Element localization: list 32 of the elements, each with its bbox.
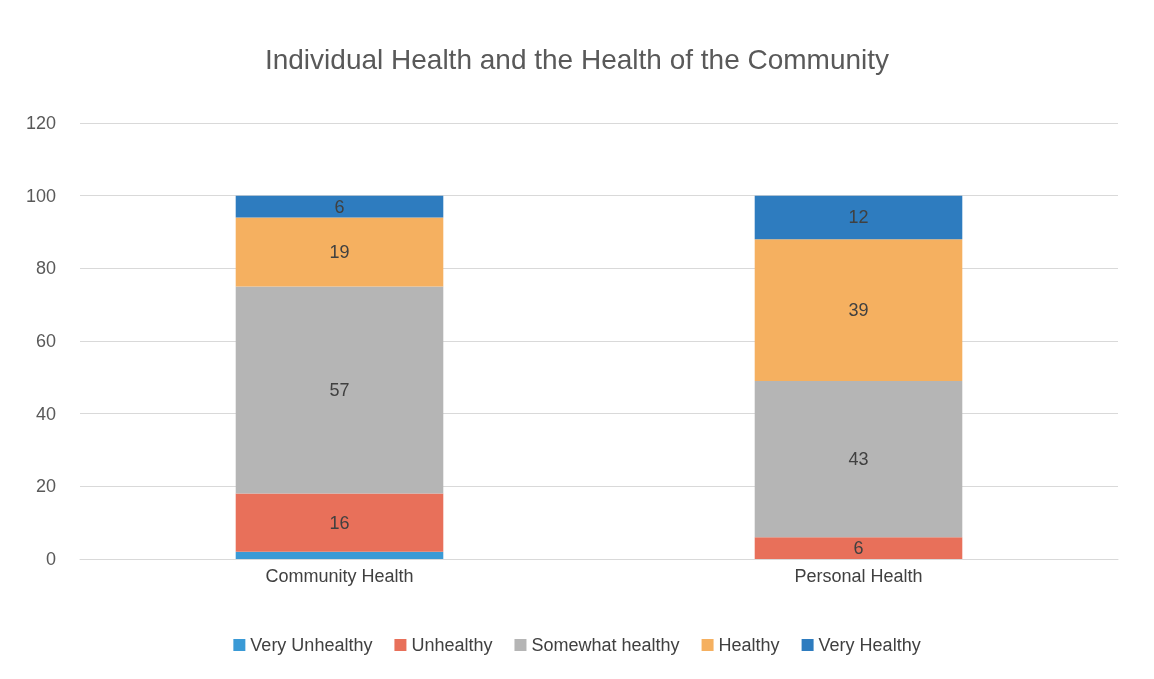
y-tick-label: 60 <box>35 331 56 351</box>
data-label: 12 <box>848 207 869 228</box>
data-label: 57 <box>329 380 350 401</box>
legend-label: Very Healthy <box>818 635 921 655</box>
legend-label: Very Unhealthy <box>250 635 373 655</box>
bar <box>235 551 444 559</box>
legend-label: Healthy <box>718 635 780 655</box>
data-label: 39 <box>848 300 869 321</box>
data-label: 19 <box>329 241 350 262</box>
y-tick-label: 20 <box>35 476 56 497</box>
bar <box>235 217 444 287</box>
bar <box>754 537 963 559</box>
bar <box>235 286 444 494</box>
bar <box>754 239 963 381</box>
data-label: 6 <box>853 538 864 559</box>
y-tick-label: 0 <box>45 549 56 569</box>
bar <box>235 195 444 218</box>
data-label: 43 <box>848 449 869 470</box>
y-tick-label: 120 <box>25 113 56 133</box>
bar <box>754 380 963 538</box>
bar <box>754 195 963 240</box>
legend-label: Somewhat healthy <box>531 635 680 655</box>
x-tick-label: Personal Health <box>794 566 923 586</box>
y-tick-label: 80 <box>35 258 56 279</box>
data-label: 16 <box>329 512 350 533</box>
data-label: 6 <box>334 196 345 217</box>
x-tick-label: Community Health <box>265 566 414 586</box>
chart-title: Individual Health and the Health of the Community <box>264 43 890 75</box>
legend-label: Unhealthy <box>411 635 493 655</box>
bar <box>235 493 444 552</box>
y-tick-label: 40 <box>35 403 56 424</box>
y-tick-label: 100 <box>25 185 56 206</box>
